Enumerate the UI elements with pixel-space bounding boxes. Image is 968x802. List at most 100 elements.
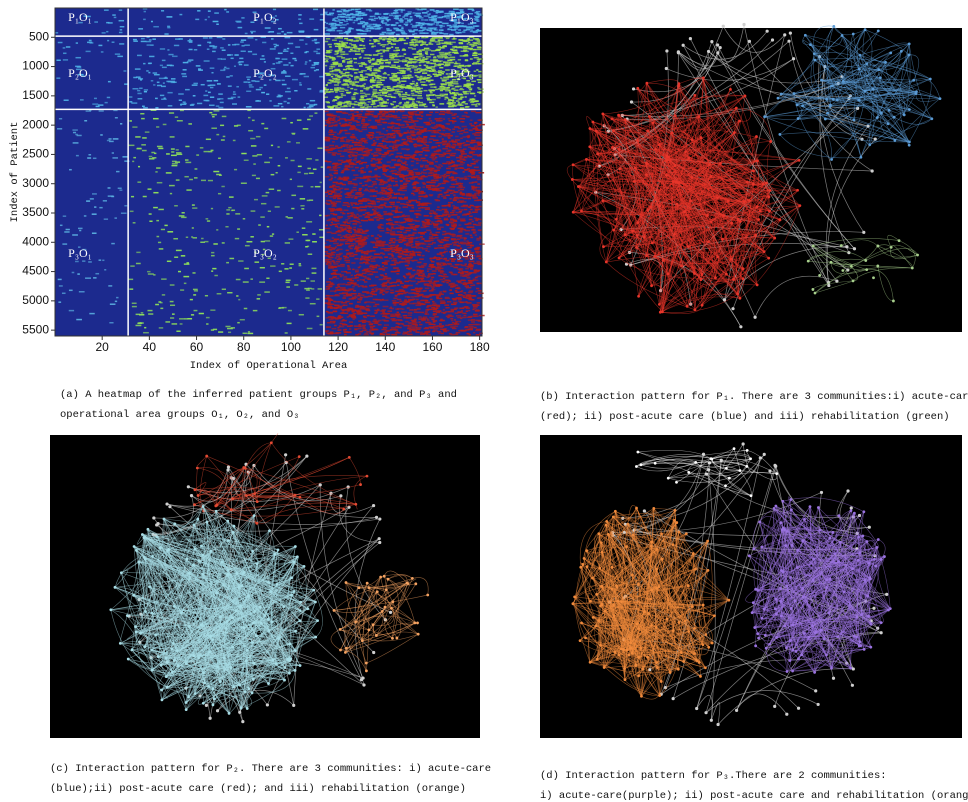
heatmap-speckle [412,171,415,173]
heatmap-speckle [214,275,217,277]
heatmap-speckle [147,44,151,46]
heatmap-speckle [344,106,348,108]
heatmap-speckle [334,186,339,188]
heatmap-speckle [463,198,468,200]
heatmap-speckle [176,152,182,154]
heatmap-speckle [448,202,453,204]
heatmap-speckle [58,301,61,303]
heatmap-speckle [444,209,447,211]
heatmap-speckle [382,173,385,175]
heatmap-speckle [385,256,387,258]
heatmap-speckle [172,163,178,165]
heatmap-speckle [399,96,403,98]
heatmap-speckle [149,213,152,215]
heatmap-speckle [337,153,341,155]
heatmap-speckle [250,31,256,32]
heatmap-speckle [367,212,370,214]
heatmap-speckle [426,44,428,46]
heatmap-speckle [379,218,384,220]
heatmap-speckle [387,127,391,129]
heatmap-speckle [340,88,344,90]
heatmap-speckle [438,149,441,151]
heatmap-speckle [458,209,461,211]
heatmap-speckle [224,9,226,11]
heatmap-speckle [141,144,146,146]
heatmap-speckle [433,140,439,142]
heatmap-speckle [383,282,387,284]
heatmap-speckle [299,39,303,41]
heatmap-speckle [439,33,443,35]
heatmap-speckle [203,95,208,97]
heatmap-speckle [230,75,233,77]
heatmap-speckle [429,236,433,238]
heatmap-speckle [345,234,350,236]
heatmap-speckle [432,242,436,244]
heatmap-speckle [348,105,351,107]
heatmap-speckle [362,124,368,126]
heatmap-speckle [475,209,481,211]
heatmap-speckle [477,79,481,81]
heatmap-speckle [276,62,281,64]
heatmap-speckle [402,94,407,96]
heatmap-speckle [306,158,311,160]
heatmap-speckle [479,92,482,94]
heatmap-speckle [449,34,453,36]
heatmap-speckle [478,293,483,295]
heatmap-speckle [164,33,168,35]
heatmap-speckle [213,171,219,173]
heatmap-speckle [352,69,355,71]
heatmap-speckle [103,200,107,202]
heatmap-speckle [348,74,352,76]
heatmap-speckle [441,55,447,57]
heatmap-speckle [405,25,407,27]
heatmap-speckle [248,117,250,119]
heatmap-speckle [332,169,337,171]
heatmap-speckle [75,261,79,263]
heatmap-speckle [396,85,398,87]
heatmap-speckle [392,130,395,132]
heatmap-speckle [405,75,409,77]
heatmap-speckle [372,77,374,79]
heatmap-speckle [412,53,418,55]
heatmap-speckle [149,56,154,58]
heatmap-speckle [378,228,384,230]
heatmap-speckle [366,309,370,311]
heatmap-speckle [330,175,333,177]
heatmap-speckle [305,63,307,65]
heatmap-speckle [414,84,418,86]
heatmap-speckle [420,165,424,167]
heatmap-speckle [241,182,247,184]
heatmap-speckle [460,193,465,195]
heatmap-speckle [390,289,393,291]
heatmap-speckle [374,155,379,157]
heatmap-speckle [459,270,463,272]
heatmap-speckle [464,327,468,329]
heatmap-speckle [59,118,62,120]
heatmap-speckle [398,241,402,243]
heatmap-speckle [343,53,349,55]
heatmap-speckle [346,33,348,35]
heatmap-speckle [170,284,175,286]
heatmap-speckle [335,107,340,109]
heatmap-speckle [264,291,270,293]
heatmap-speckle [347,147,351,149]
heatmap-speckle [288,238,293,240]
heatmap-speckle [337,234,341,236]
heatmap-speckle [470,58,473,60]
heatmap-speckle [394,178,397,180]
heatmap-speckle [313,9,318,11]
heatmap-speckle [299,23,302,25]
heatmap-speckle [330,25,336,27]
heatmap-speckle [451,83,456,85]
heatmap-speckle [195,19,199,21]
heatmap-speckle [391,260,396,262]
heatmap-speckle [384,118,389,120]
heatmap-speckle [159,248,164,250]
heatmap-speckle [86,110,91,112]
heatmap-speckle [460,88,463,90]
heatmap-speckle [347,62,352,64]
heatmap-speckle [341,93,344,95]
heatmap-speckle [427,75,429,77]
heatmap-speckle [464,315,467,317]
heatmap-speckle [435,267,439,269]
